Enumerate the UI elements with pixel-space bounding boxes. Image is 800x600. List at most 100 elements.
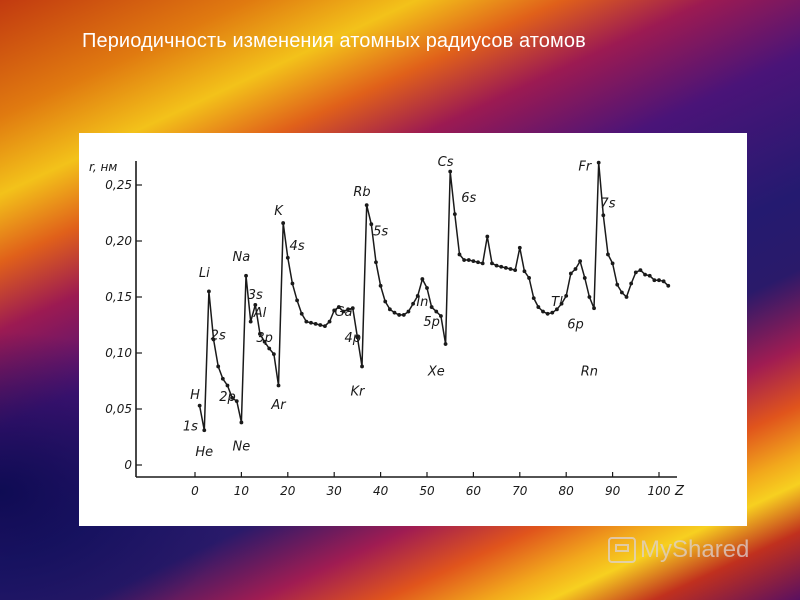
x-tick-label: 60 xyxy=(466,484,482,498)
data-point xyxy=(559,301,564,306)
data-point xyxy=(276,383,281,388)
data-point xyxy=(364,203,369,208)
data-point xyxy=(439,314,443,318)
data-point xyxy=(336,305,341,309)
x-tick-label: 50 xyxy=(419,484,435,498)
annotation-6s: 6s xyxy=(461,191,476,206)
annotation-4s: 4s xyxy=(290,239,305,254)
data-point xyxy=(295,298,299,303)
data-point xyxy=(499,264,504,269)
data-point xyxy=(531,296,536,301)
data-point xyxy=(323,324,327,329)
data-point xyxy=(457,252,462,257)
data-point xyxy=(258,332,262,336)
data-point xyxy=(281,221,286,225)
myshared-watermark: MyShared xyxy=(608,536,749,564)
data-point xyxy=(476,260,480,265)
data-point xyxy=(207,289,211,294)
annotation-7s: 7s xyxy=(600,196,615,211)
data-point xyxy=(341,309,346,314)
data-point xyxy=(536,305,541,309)
x-tick-label: 100 xyxy=(648,484,671,498)
data-point xyxy=(290,281,295,286)
data-point xyxy=(601,213,606,218)
y-tick-label: 0,25 xyxy=(105,178,132,192)
data-point xyxy=(517,245,522,250)
data-point xyxy=(596,160,601,165)
data-point xyxy=(332,308,337,313)
x-tick-label: 20 xyxy=(280,484,296,498)
data-point xyxy=(299,311,304,316)
data-point xyxy=(448,169,453,174)
annotation-h: H xyxy=(190,388,200,403)
data-point xyxy=(262,339,267,344)
chart-series xyxy=(197,160,671,433)
y-tick-label: 0 xyxy=(124,458,132,472)
x-tick-label: 0 xyxy=(191,484,199,498)
data-point xyxy=(234,399,239,404)
annotation-2p: 2p xyxy=(219,390,236,405)
data-point xyxy=(452,212,457,217)
annotation-na: Na xyxy=(233,250,251,265)
data-point xyxy=(313,321,318,326)
y-tick-label: 0,15 xyxy=(105,290,132,304)
data-point xyxy=(568,271,573,276)
y-tick-label: 0,05 xyxy=(105,402,132,416)
y-tick-label: 0,10 xyxy=(105,346,132,360)
annotation-al: Al xyxy=(253,306,267,321)
annotation-xe: Xe xyxy=(427,364,445,379)
annotation-6p: 6p xyxy=(567,317,584,332)
data-point xyxy=(471,259,476,264)
y-tick-label: 0,20 xyxy=(105,234,132,248)
data-point xyxy=(666,283,671,288)
annotation-in: In xyxy=(416,295,428,310)
data-point xyxy=(392,310,397,315)
data-point xyxy=(638,268,643,273)
annotation-k: K xyxy=(274,204,284,219)
data-point xyxy=(485,234,490,239)
annotation-5p: 5p xyxy=(423,315,440,330)
data-point xyxy=(443,342,448,346)
y-axis-label: r, нм xyxy=(89,160,117,174)
data-point xyxy=(527,276,531,280)
series-line xyxy=(198,161,669,432)
data-point xyxy=(592,306,596,311)
data-point xyxy=(661,279,666,284)
data-point xyxy=(202,428,207,433)
data-point xyxy=(401,313,406,317)
data-point xyxy=(411,301,415,306)
chart-ticks: 0 0,05 0,10 0,15 0,20 0,25 0 10 20 30 40 50 60 70 80 90… xyxy=(105,178,671,498)
data-point xyxy=(197,403,202,408)
annotation-3p: 3p xyxy=(256,331,273,346)
slide-title: Периодичность изменения атомных радиусов… xyxy=(82,30,586,52)
data-point xyxy=(578,259,583,264)
data-point xyxy=(309,320,313,325)
data-point xyxy=(643,272,647,277)
x-axis-label: Z xyxy=(674,484,685,499)
data-point xyxy=(541,309,545,314)
x-tick-label: 10 xyxy=(234,484,250,498)
x-tick-label: 90 xyxy=(605,484,621,498)
data-point xyxy=(415,293,420,298)
annotation-rb: Rb xyxy=(353,185,370,200)
data-point xyxy=(406,309,411,314)
chart-annotations: H 1s He Li 2s 2p Ne Na 3s Al 3p Ar K 4s Ga 4p Kr Rb 5s In 5p… xyxy=(183,155,616,460)
data-point xyxy=(420,277,425,281)
data-point xyxy=(425,286,429,290)
data-point xyxy=(522,269,527,274)
data-point xyxy=(550,310,555,315)
annotation-fr: Fr xyxy=(578,159,592,174)
data-point xyxy=(633,270,638,275)
data-point xyxy=(494,263,499,268)
data-point xyxy=(624,295,629,299)
data-point xyxy=(220,376,225,381)
data-point xyxy=(248,319,253,324)
data-point xyxy=(555,307,559,312)
annotation-4p: 4p xyxy=(344,331,361,346)
data-point xyxy=(387,307,392,312)
annotation-ar: Ar xyxy=(270,398,287,413)
data-point xyxy=(360,364,364,369)
data-point xyxy=(508,267,513,271)
x-tick-label: 80 xyxy=(559,484,575,498)
annotation-kr: Kr xyxy=(350,385,366,400)
